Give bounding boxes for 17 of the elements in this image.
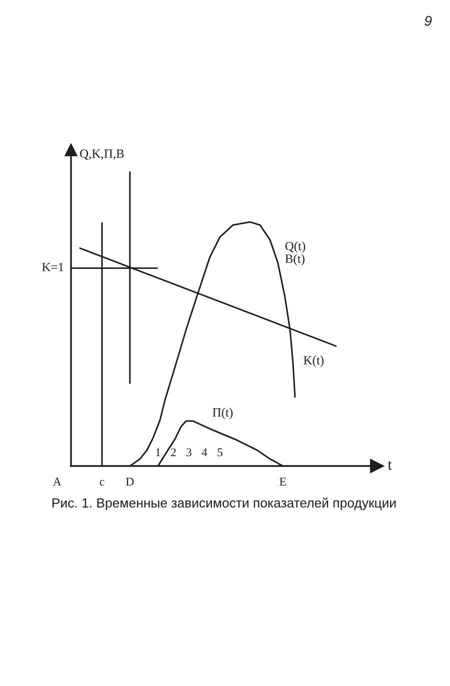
series-label: K(t) <box>304 356 324 368</box>
annotation: c <box>100 480 104 486</box>
x-tick-label: 4 <box>202 448 208 456</box>
annotation: K=1 <box>42 262 64 272</box>
annotation: D <box>126 478 134 486</box>
text: A <box>52 478 62 486</box>
annotation: E <box>280 478 286 486</box>
x-tick-label: 5 <box>218 448 222 456</box>
x-tick-label: 1 <box>156 448 160 456</box>
series-label: Q(t) В(t) <box>285 241 306 266</box>
x-tick-label: 3 <box>186 448 192 456</box>
series-label: П(t) <box>212 408 233 420</box>
x-axis-title: t <box>388 461 392 470</box>
text: Рис. 1. Временные зависимости показателей продукции <box>52 498 396 510</box>
y-axis-title: Q,K,П,В <box>80 149 124 160</box>
text: 9 <box>424 16 432 26</box>
x-tick-label: 2 <box>171 448 176 456</box>
